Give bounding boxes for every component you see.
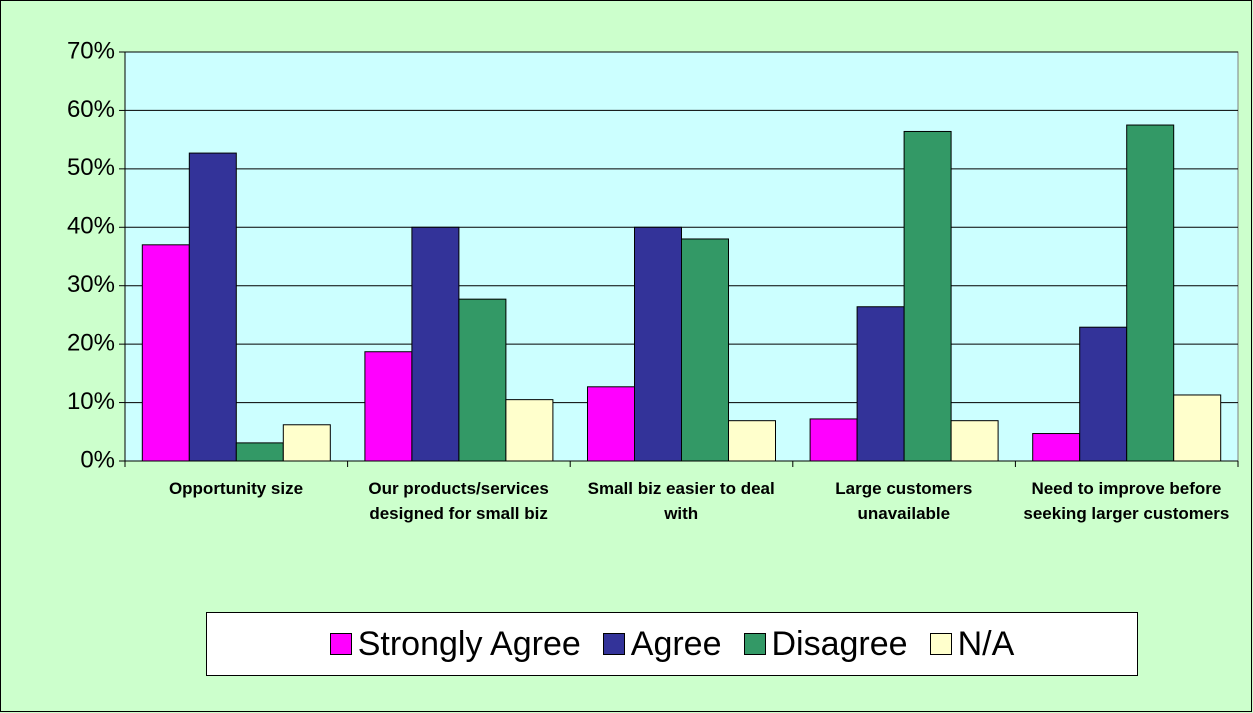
bar [282, 424, 331, 462]
y-tick-label: 10% [67, 388, 115, 415]
bar [235, 442, 284, 462]
y-tick-label: 50% [67, 154, 115, 181]
legend-label: Agree [630, 624, 722, 663]
bar [364, 351, 413, 462]
x-tick-label: Large customers unavailable [835, 479, 973, 523]
y-tick-label: 70% [67, 37, 115, 64]
legend-swatch [329, 633, 352, 655]
legend: Strongly Agree Agree Disagree N/A [206, 612, 1138, 676]
x-tick-label: Opportunity size [168, 479, 304, 498]
y-tick-label: 30% [67, 271, 115, 298]
x-tick-label: Need to improve before seeking larger cu… [1023, 479, 1230, 523]
legend-label: Disagree [771, 624, 908, 663]
bar [1079, 326, 1128, 462]
bar [188, 152, 237, 462]
y-tick-label: 60% [67, 96, 115, 123]
bar [141, 244, 190, 462]
legend-label: N/A [957, 624, 1015, 663]
bar [634, 226, 682, 462]
bar [1032, 433, 1081, 462]
bar [728, 420, 776, 462]
bar [411, 226, 460, 462]
bar [903, 130, 952, 462]
y-tick-label: 40% [67, 213, 115, 240]
bar [1173, 394, 1222, 462]
bar [1126, 124, 1175, 462]
legend-item: Strongly Agree [329, 624, 581, 664]
legend-swatch [929, 633, 952, 655]
legend-item: Disagree [743, 624, 908, 664]
x-tick-label: Our products/services designed for small… [368, 479, 549, 523]
bar [950, 420, 999, 462]
legend-item: N/A [929, 624, 1015, 664]
y-tick-label: 20% [67, 329, 115, 356]
bar [458, 298, 507, 462]
bar [505, 399, 554, 462]
legend-swatch [602, 633, 625, 655]
legend-swatch [743, 633, 766, 655]
y-tick-label: 0% [80, 446, 115, 473]
x-tick-label: Small biz easier to deal with [587, 479, 775, 523]
bar [809, 418, 858, 462]
bar [681, 238, 729, 462]
bar [856, 306, 905, 462]
legend-label: Strongly Agree [357, 624, 581, 663]
bar [587, 386, 635, 462]
legend-item: Agree [602, 624, 722, 664]
